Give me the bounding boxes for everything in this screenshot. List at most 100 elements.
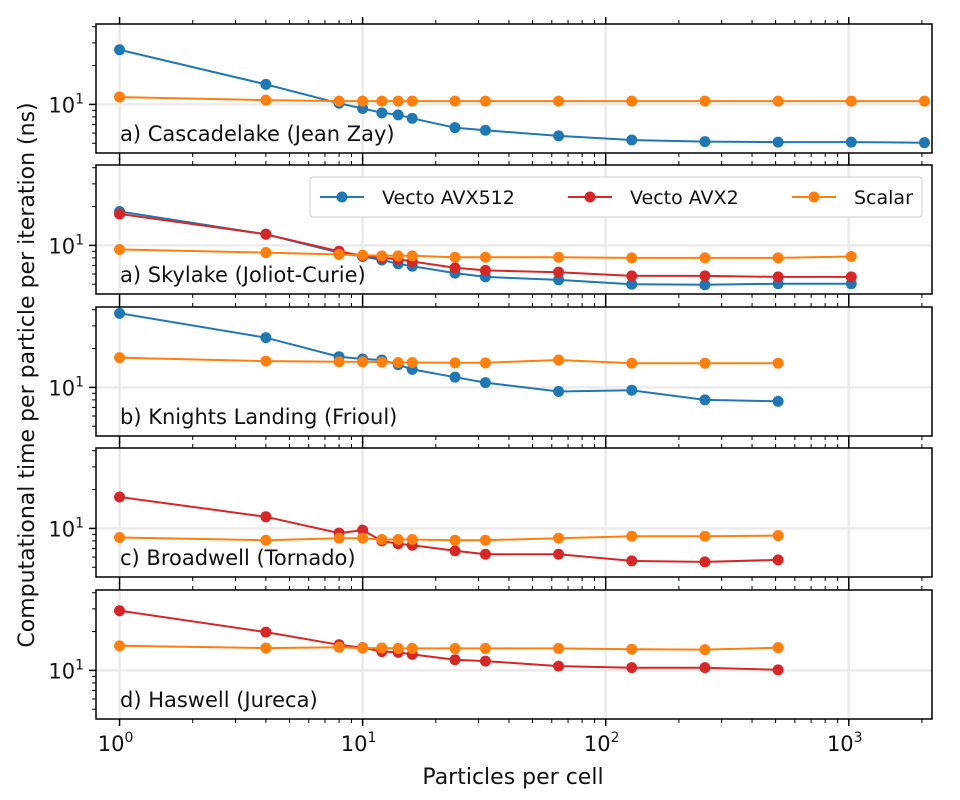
data-point xyxy=(357,356,369,368)
data-point xyxy=(260,626,272,638)
x-tick-label: 101 xyxy=(341,730,377,756)
data-point xyxy=(114,208,126,220)
data-point xyxy=(553,95,565,107)
data-point xyxy=(772,554,784,566)
series-line xyxy=(119,609,779,671)
data-point xyxy=(114,44,126,56)
y-tick-label: 101 xyxy=(48,91,84,117)
data-point xyxy=(449,654,461,666)
data-point xyxy=(357,249,369,261)
data-point xyxy=(376,95,388,107)
panel-title: a) Cascadelake (Jean Zay) xyxy=(120,122,395,146)
panel-2: 101 a) Skylake (Joliot-Curie) xyxy=(48,158,933,301)
data-point xyxy=(626,278,638,290)
data-point xyxy=(772,395,784,407)
panel-series xyxy=(114,44,930,149)
data-point xyxy=(553,385,565,397)
data-point xyxy=(333,532,345,544)
data-point xyxy=(699,394,711,406)
data-point xyxy=(392,250,404,262)
legend: Vecto AVX512 Vecto AVX2 Scalar xyxy=(309,176,923,218)
data-point xyxy=(845,251,857,263)
series-line xyxy=(119,534,779,542)
data-point xyxy=(357,95,369,107)
data-point xyxy=(772,252,784,264)
panel-1: 101 a) Cascadelake (Jean Zay) xyxy=(48,17,933,160)
data-point xyxy=(406,642,418,654)
data-point xyxy=(260,228,272,240)
legend-swatch-marker xyxy=(584,191,596,203)
data-point xyxy=(449,122,461,134)
data-point xyxy=(626,384,638,396)
panel-frame xyxy=(95,306,933,437)
data-point xyxy=(553,251,565,263)
data-point xyxy=(626,643,638,655)
data-point xyxy=(449,357,461,369)
data-point xyxy=(699,270,711,282)
y-axis-label: Computational time per particle per iter… xyxy=(15,102,40,647)
data-point xyxy=(479,642,491,654)
data-point xyxy=(333,356,345,368)
data-point xyxy=(376,250,388,262)
data-point xyxy=(772,357,784,369)
panel-4: 101 c) Broadwell (Tornado) xyxy=(48,441,933,584)
data-point xyxy=(772,95,784,107)
data-point xyxy=(699,530,711,542)
data-point xyxy=(449,642,461,654)
legend-box xyxy=(309,176,923,218)
data-point xyxy=(114,532,126,544)
data-point xyxy=(626,252,638,264)
data-point xyxy=(376,642,388,654)
data-point xyxy=(479,548,491,560)
panel-frame xyxy=(95,447,933,578)
data-point xyxy=(406,356,418,368)
data-point xyxy=(626,134,638,146)
data-point xyxy=(406,95,418,107)
panel-title: a) Skylake (Joliot-Curie) xyxy=(120,263,366,287)
data-point xyxy=(449,545,461,557)
data-point xyxy=(479,251,491,263)
chart-panels: 101 a) Cascadelake (Jean Zay) 101 a) Skylak… xyxy=(48,17,933,756)
data-point xyxy=(553,274,565,286)
data-point xyxy=(699,136,711,148)
data-point xyxy=(479,95,491,107)
data-point xyxy=(553,266,565,278)
data-point xyxy=(845,271,857,283)
data-point xyxy=(626,270,638,282)
data-point xyxy=(114,491,126,503)
legend-label: Scalar xyxy=(854,187,913,209)
panel-series xyxy=(114,206,857,291)
data-point xyxy=(772,664,784,676)
data-point xyxy=(376,107,388,119)
y-tick-label: 101 xyxy=(48,374,84,400)
data-point xyxy=(357,524,369,536)
data-point xyxy=(699,662,711,674)
data-point xyxy=(772,530,784,542)
data-point xyxy=(479,655,491,667)
data-point xyxy=(553,354,565,366)
panel-series xyxy=(114,307,784,407)
data-point xyxy=(626,530,638,542)
y-tick-label: 101 xyxy=(48,515,84,541)
data-point xyxy=(449,251,461,263)
data-point xyxy=(626,555,638,567)
legend-swatch-marker xyxy=(808,191,820,203)
data-point xyxy=(845,136,857,148)
panel-5: 101 d) Haswell (Jureca) 100 101 102 103 xyxy=(48,583,933,756)
data-point xyxy=(699,95,711,107)
data-point xyxy=(260,642,272,654)
data-point xyxy=(333,249,345,261)
data-point xyxy=(699,556,711,568)
data-point xyxy=(553,660,565,672)
data-point xyxy=(333,641,345,653)
data-point xyxy=(260,94,272,106)
data-point xyxy=(406,112,418,124)
data-point xyxy=(626,357,638,369)
data-point xyxy=(479,124,491,136)
data-point xyxy=(260,247,272,259)
panel-frame xyxy=(95,23,933,154)
panel-series xyxy=(114,491,784,568)
data-point xyxy=(479,264,491,276)
data-point xyxy=(406,534,418,546)
